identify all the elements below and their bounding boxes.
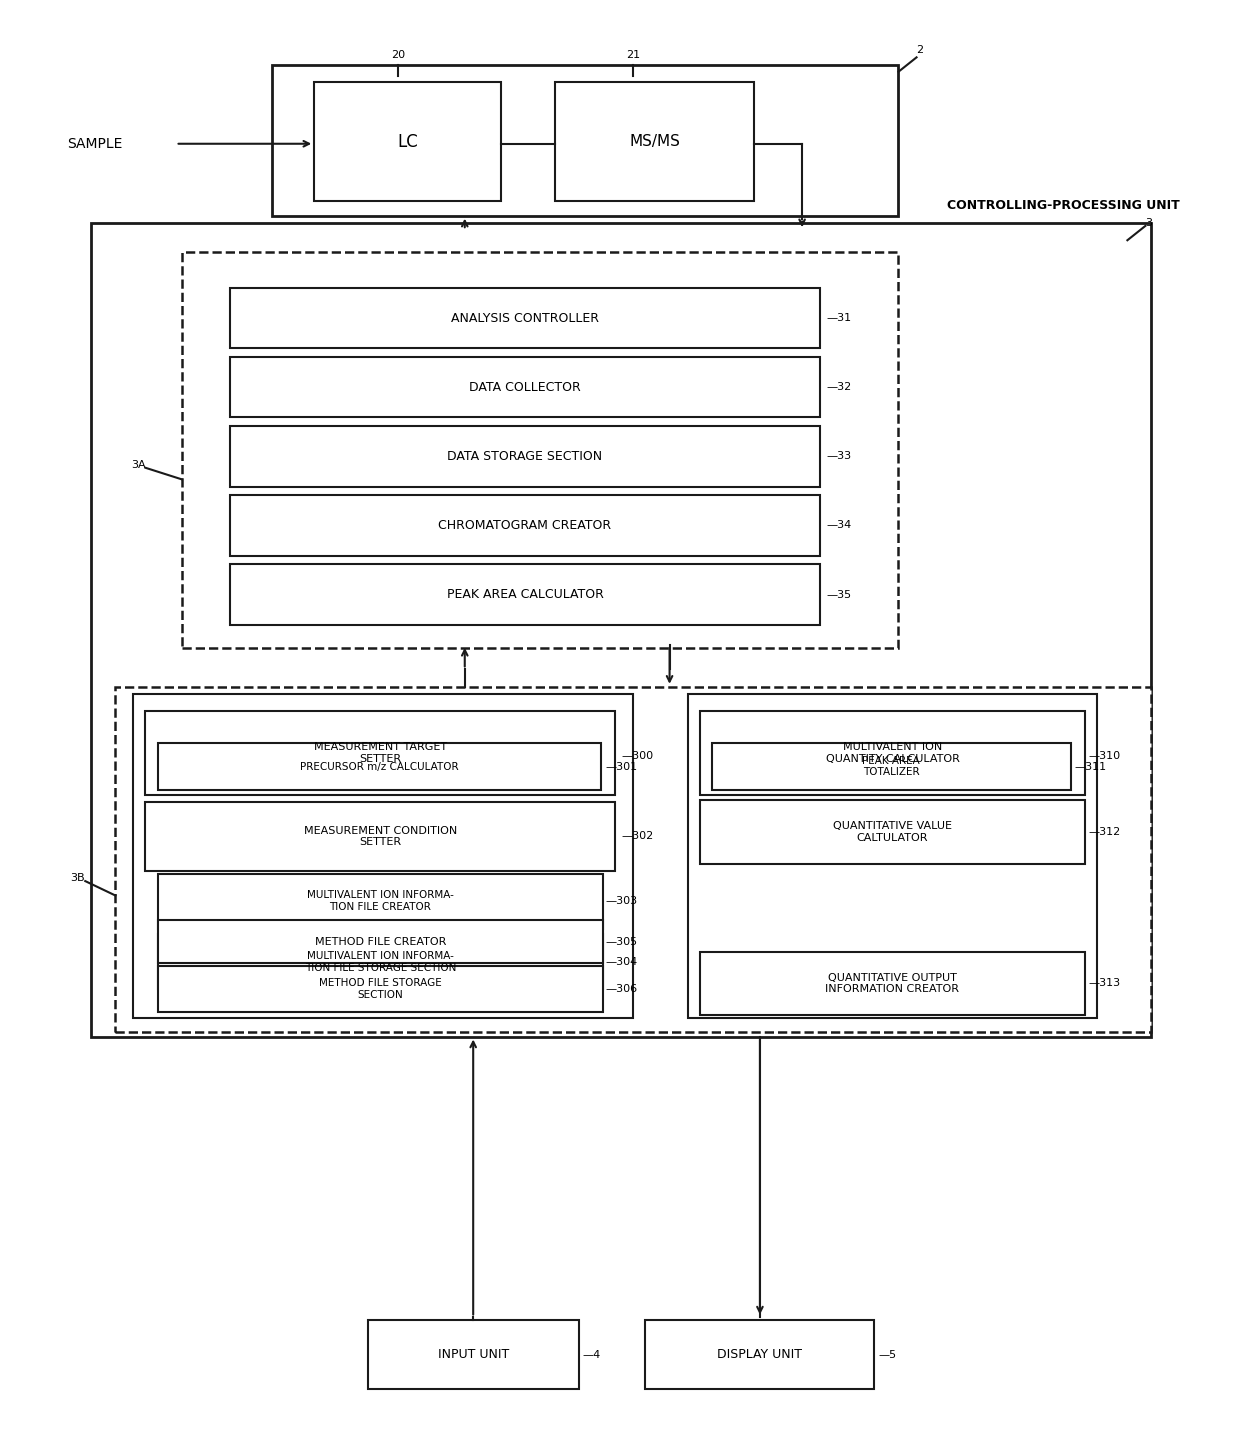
Text: METHOD FILE CREATOR: METHOD FILE CREATOR	[315, 936, 446, 947]
FancyBboxPatch shape	[699, 801, 1085, 864]
Text: DISPLAY UNIT: DISPLAY UNIT	[718, 1348, 802, 1361]
Text: —31: —31	[826, 313, 852, 323]
FancyBboxPatch shape	[272, 64, 899, 215]
Text: MS/MS: MS/MS	[629, 134, 680, 150]
Text: QUANTITATIVE VALUE
CALTULATOR: QUANTITATIVE VALUE CALTULATOR	[833, 822, 952, 843]
Text: —34: —34	[826, 521, 852, 531]
Text: —306: —306	[605, 984, 637, 995]
FancyBboxPatch shape	[556, 81, 754, 201]
Text: —302: —302	[621, 832, 653, 842]
FancyBboxPatch shape	[646, 1320, 874, 1390]
Text: —311: —311	[1074, 762, 1106, 772]
Text: —312: —312	[1089, 827, 1121, 838]
FancyBboxPatch shape	[229, 356, 820, 417]
FancyBboxPatch shape	[134, 694, 634, 1018]
FancyBboxPatch shape	[229, 426, 820, 487]
Text: MULTIVALENT ION INFORMA-
TION FILE STORAGE SECTION: MULTIVALENT ION INFORMA- TION FILE STORA…	[305, 951, 456, 973]
FancyBboxPatch shape	[712, 743, 1071, 791]
FancyBboxPatch shape	[314, 81, 501, 201]
FancyBboxPatch shape	[699, 952, 1085, 1015]
Text: INPUT UNIT: INPUT UNIT	[438, 1348, 510, 1361]
FancyBboxPatch shape	[145, 803, 615, 871]
Text: QUANTITATIVE OUTPUT
INFORMATION CREATOR: QUANTITATIVE OUTPUT INFORMATION CREATOR	[826, 973, 960, 995]
Text: CHROMATOGRAM CREATOR: CHROMATOGRAM CREATOR	[439, 519, 611, 532]
Text: ANALYSIS CONTROLLER: ANALYSIS CONTROLLER	[451, 311, 599, 324]
Text: —32: —32	[826, 382, 852, 393]
Text: —313: —313	[1089, 979, 1121, 989]
FancyBboxPatch shape	[229, 288, 820, 349]
Text: DATA STORAGE SECTION: DATA STORAGE SECTION	[448, 449, 603, 462]
Text: 3A: 3A	[131, 459, 145, 470]
Text: —304: —304	[605, 957, 637, 967]
Text: PEAK AREA CALCULATOR: PEAK AREA CALCULATOR	[446, 587, 604, 601]
Text: CONTROLLING-PROCESSING UNIT: CONTROLLING-PROCESSING UNIT	[946, 199, 1179, 212]
FancyBboxPatch shape	[115, 686, 1152, 1032]
FancyBboxPatch shape	[157, 743, 601, 791]
FancyBboxPatch shape	[229, 496, 820, 555]
FancyBboxPatch shape	[145, 711, 615, 795]
Text: —5: —5	[878, 1349, 897, 1359]
Text: MULTIVALENT ION INFORMA-
TION FILE CREATOR: MULTIVALENT ION INFORMA- TION FILE CREAT…	[308, 890, 454, 912]
Text: —4: —4	[583, 1349, 601, 1359]
FancyBboxPatch shape	[157, 965, 604, 1012]
Text: —35: —35	[826, 589, 852, 599]
Text: DATA COLLECTOR: DATA COLLECTOR	[469, 381, 580, 394]
Text: SAMPLE: SAMPLE	[67, 137, 123, 151]
FancyBboxPatch shape	[229, 564, 820, 625]
FancyBboxPatch shape	[157, 874, 604, 929]
Text: —33: —33	[826, 451, 852, 461]
Text: 20: 20	[392, 51, 405, 60]
Text: 3B: 3B	[71, 874, 86, 883]
FancyBboxPatch shape	[157, 920, 604, 963]
Text: —310: —310	[1089, 750, 1121, 760]
Text: —303: —303	[605, 896, 637, 906]
FancyBboxPatch shape	[92, 222, 1152, 1037]
FancyBboxPatch shape	[699, 711, 1085, 795]
FancyBboxPatch shape	[688, 694, 1097, 1018]
Text: PRECURSOR m/z CALCULATOR: PRECURSOR m/z CALCULATOR	[300, 762, 459, 772]
Text: —300: —300	[621, 750, 653, 760]
Text: MULTIVALENT ION
QUANTITY CALCULATOR: MULTIVALENT ION QUANTITY CALCULATOR	[826, 742, 960, 763]
Text: MEASUREMENT TARGET
SETTER: MEASUREMENT TARGET SETTER	[314, 742, 446, 763]
Text: PEAK AREA
TOTALIZER: PEAK AREA TOTALIZER	[862, 756, 920, 778]
FancyBboxPatch shape	[368, 1320, 579, 1390]
Text: 21: 21	[626, 51, 641, 60]
Text: 2: 2	[916, 45, 924, 55]
Text: METHOD FILE STORAGE
SECTION: METHOD FILE STORAGE SECTION	[319, 979, 441, 1000]
Text: —305: —305	[605, 936, 637, 947]
Text: —301: —301	[605, 762, 637, 772]
Text: 3: 3	[1146, 218, 1152, 228]
Text: LC: LC	[397, 132, 418, 151]
FancyBboxPatch shape	[181, 252, 899, 648]
FancyBboxPatch shape	[157, 935, 604, 989]
Text: MEASUREMENT CONDITION
SETTER: MEASUREMENT CONDITION SETTER	[304, 826, 458, 848]
